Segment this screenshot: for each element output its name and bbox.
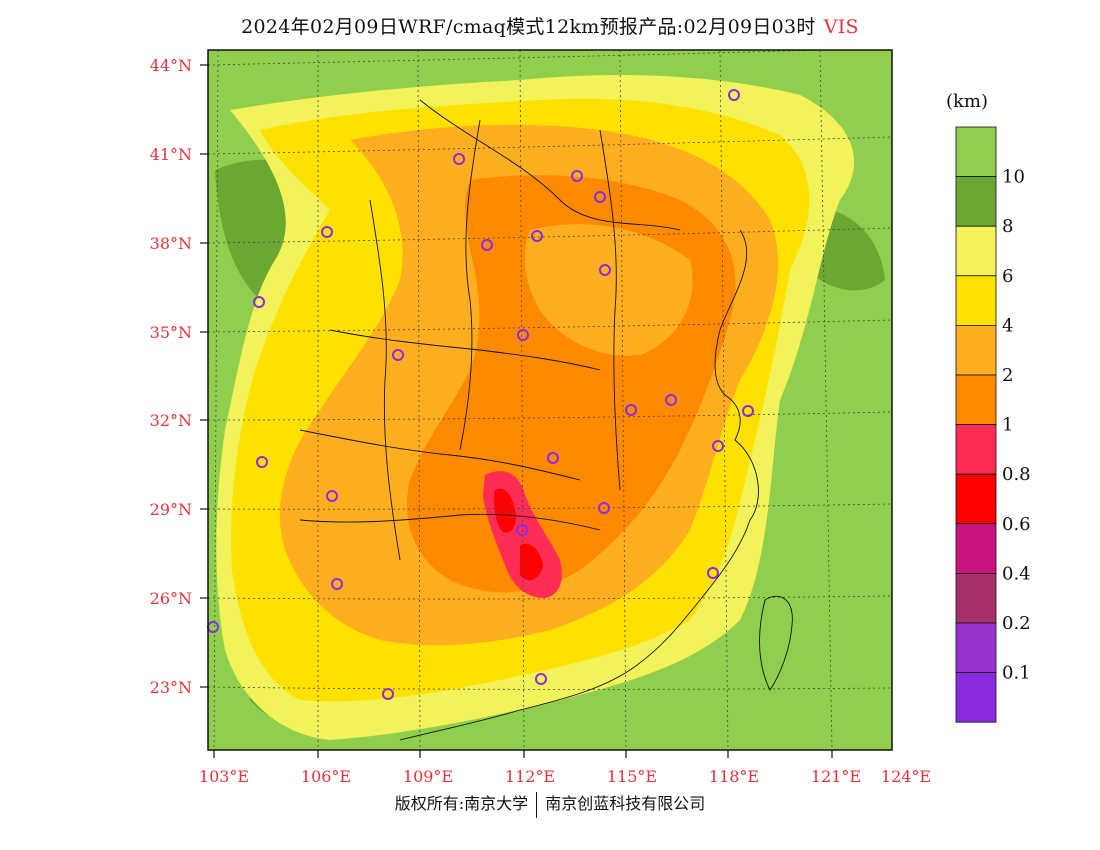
lat-label-41: 41°N [150, 145, 192, 164]
colorbar-label: 6 [1002, 266, 1013, 287]
colorbar-swatch [955, 473, 997, 525]
colorbar-label: 1 [1002, 415, 1013, 436]
colorbar-label: 4 [1002, 315, 1013, 336]
footer: 版权所有:南京大学 南京创蓝科技有限公司 [0, 790, 1100, 818]
colorbar-label: 0.1 [1002, 663, 1031, 684]
graticule [208, 50, 892, 750]
lon-label-106: 106°E [301, 767, 351, 786]
colorbar-swatch [955, 126, 997, 177]
lon-label-121: 121°E [811, 767, 861, 786]
colorbar-label: 0.8 [1002, 464, 1031, 485]
colorbar-label: 0.6 [1002, 514, 1031, 535]
colorbar-swatch [955, 573, 997, 624]
lon-ticks [213, 750, 833, 758]
map-frame [207, 49, 893, 751]
colorbar-label: 0.4 [1002, 563, 1031, 584]
colorbar-swatch [955, 523, 997, 574]
footer-separator [536, 791, 538, 818]
lon-label-124: 124°E [881, 767, 931, 786]
footer-company: 南京创蓝科技有限公司 [545, 794, 706, 813]
colorbar-label: 2 [1002, 365, 1013, 386]
lat-label-32: 32°N [150, 411, 192, 430]
colorbar: 10 8 6 4 2 1 0.8 0.6 0.4 0.2 0.1 [955, 126, 1031, 723]
lat-label-35: 35°N [150, 323, 192, 342]
colorbar-swatch [955, 424, 997, 475]
colorbar-label: 8 [1002, 216, 1013, 237]
colorbar-swatch [955, 324, 997, 376]
footer-copyright: 版权所有:南京大学 [394, 794, 529, 813]
colorbar-swatch [955, 374, 997, 425]
colorbar-label: 0.2 [1002, 613, 1031, 634]
colorbar-swatch [955, 672, 997, 723]
lon-label-118: 118°E [709, 767, 759, 786]
colorbar-swatch [955, 622, 997, 673]
map-field [208, 50, 892, 750]
lat-label-29: 29°N [150, 500, 192, 519]
lat-label-38: 38°N [150, 234, 192, 253]
lat-label-23: 23°N [150, 678, 192, 697]
lon-label-115: 115°E [607, 767, 657, 786]
title-variable: VIS [823, 16, 859, 38]
lon-label-103: 103°E [199, 767, 249, 786]
boundaries [299, 99, 793, 741]
colorbar-swatch [955, 275, 997, 326]
lat-label-44: 44°N [150, 56, 192, 75]
legend-unit: (km) [946, 91, 988, 112]
lat-label-26: 26°N [150, 589, 192, 608]
colorbar-label: 10 [1002, 167, 1025, 188]
map-title: 2024年02月09日WRF/cmaq模式12km预报产品:02月09日03时 V… [0, 12, 1100, 39]
lon-label-109: 109°E [403, 767, 453, 786]
lon-label-112: 112°E [505, 767, 555, 786]
lat-ticks [200, 64, 208, 688]
colorbar-swatch [955, 176, 997, 227]
title-main: 2024年02月09日WRF/cmaq模式12km预报产品:02月09日03时 [241, 16, 816, 38]
colorbar-swatch [955, 225, 997, 277]
city-markers [207, 89, 754, 700]
